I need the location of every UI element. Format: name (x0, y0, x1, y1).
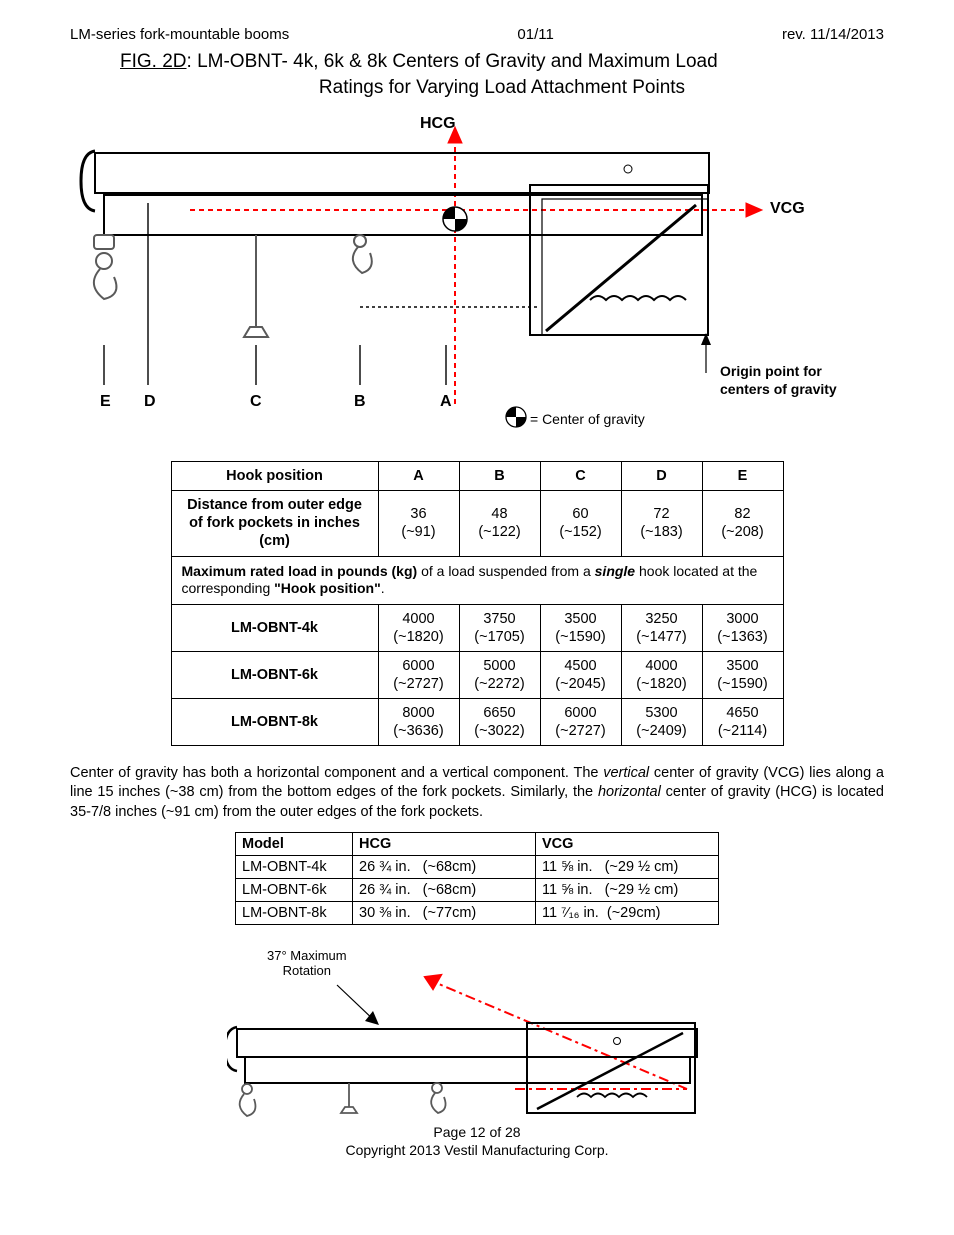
header-left: LM-series fork-mountable booms (70, 26, 289, 43)
pos-D: D (144, 393, 156, 411)
table-row: LM-OBNT-4k 26 ¾ in. (~68cm) 11 ⅝ in. (~2… (236, 855, 719, 878)
main-figure: HCG VCG Origin point for centers of grav… (70, 115, 884, 455)
table-row: LM-OBNT-6k 26 ¾ in. (~68cm) 11 ⅝ in. (~2… (236, 878, 719, 901)
header-center: 01/11 (517, 26, 553, 43)
cog-paragraph: Center of gravity has both a horizontal … (70, 764, 884, 821)
boom-diagram (70, 115, 884, 455)
cog-table: Model HCG VCG LM-OBNT-4k 26 ¾ in. (~68cm… (235, 832, 719, 926)
figure-subtitle: Ratings for Varying Load Attachment Poin… (120, 77, 884, 99)
load-table: Hook position A B C D E Distance from ou… (171, 461, 784, 746)
figure-title: FIG. 2D: LM-OBNT- 4k, 6k & 8k Centers of… (120, 51, 884, 73)
cog-icon (443, 207, 467, 231)
origin-label: Origin point for centers of gravity (720, 363, 860, 398)
table-row: LM-OBNT-8k 30 ⅜ in. (~77cm) 11 ⁷⁄₁₆ in. … (236, 902, 719, 925)
header-right: rev. 11/14/2013 (782, 26, 884, 43)
pos-A: A (440, 393, 452, 411)
table-row: LM-OBNT-4k 4000(~1820) 3750(~1705) 3500(… (171, 604, 783, 651)
table-row: LM-OBNT-6k 6000(~2727) 5000(~2272) 4500(… (171, 651, 783, 698)
hcg-label: HCG (420, 115, 456, 133)
vcg-label: VCG (770, 200, 805, 218)
pos-C: C (250, 393, 262, 411)
rotation-label: 37° Maximum Rotation (267, 949, 347, 979)
rotation-figure: 37° Maximum Rotation (227, 949, 727, 1119)
table-row: LM-OBNT-8k 8000(~3636) 6650(~3022) 6000(… (171, 699, 783, 746)
pos-E: E (100, 393, 111, 411)
pos-B: B (354, 393, 366, 411)
cog-legend: = Center of gravity (530, 411, 645, 427)
page-footer: Page 12 of 28Copyright 2013 Vestil Manuf… (70, 1123, 884, 1159)
